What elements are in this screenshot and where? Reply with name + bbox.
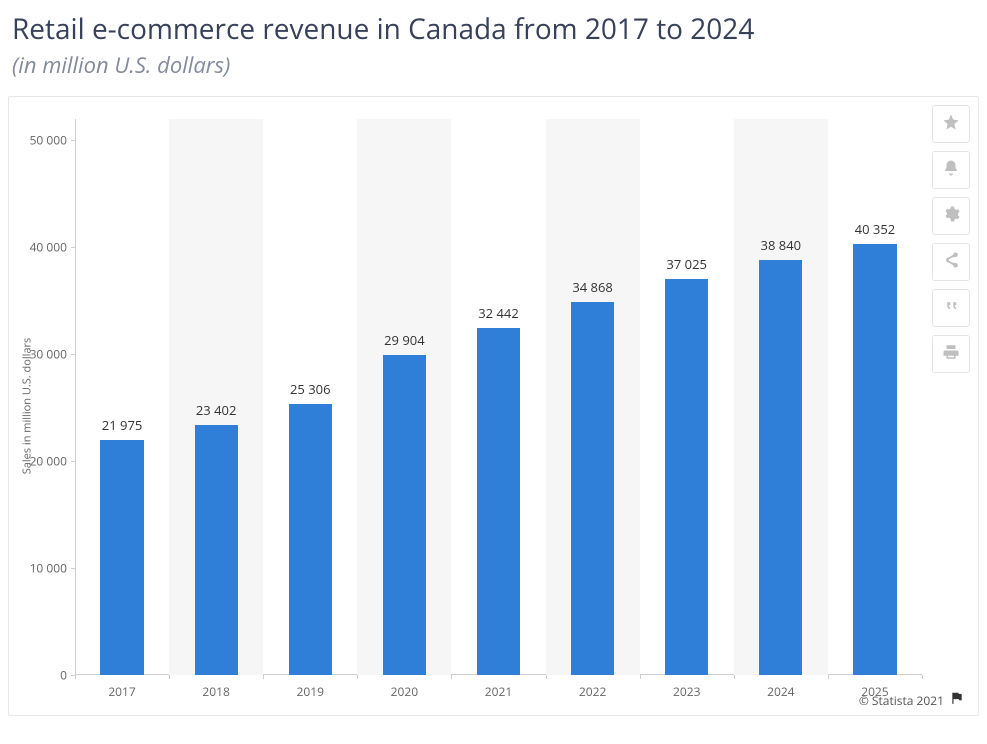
y-tick-label: 20 000 bbox=[30, 453, 67, 470]
x-tick-label: 2019 bbox=[297, 683, 324, 700]
bar[interactable]: 21 975 bbox=[100, 440, 143, 675]
y-tick-mark bbox=[71, 354, 75, 355]
chart-frame: Sales in million U.S. dollars 010 00020 … bbox=[8, 96, 979, 716]
x-tick-mark bbox=[828, 675, 829, 679]
y-tick-label: 30 000 bbox=[30, 346, 67, 363]
alert-button[interactable] bbox=[932, 151, 970, 189]
chart-title: Retail e-commerce revenue in Canada from… bbox=[12, 10, 975, 48]
x-tick-mark bbox=[263, 675, 264, 679]
bar-value-label: 29 904 bbox=[383, 331, 426, 349]
star-icon bbox=[942, 113, 960, 136]
plot-area: 010 00020 00030 00040 00050 00021 975201… bbox=[75, 119, 922, 675]
y-axis-line bbox=[75, 119, 76, 675]
x-tick-label: 2023 bbox=[673, 683, 700, 700]
bar-value-label: 38 840 bbox=[759, 236, 802, 254]
chart-header: Retail e-commerce revenue in Canada from… bbox=[0, 0, 987, 84]
x-tick-mark bbox=[734, 675, 735, 679]
y-tick-mark bbox=[71, 247, 75, 248]
x-tick-label: 2021 bbox=[485, 683, 512, 700]
y-tick-label: 0 bbox=[60, 667, 67, 684]
print-button[interactable] bbox=[932, 335, 970, 373]
favorite-button[interactable] bbox=[932, 105, 970, 143]
bar[interactable]: 40 352 bbox=[853, 244, 896, 675]
x-tick-mark bbox=[357, 675, 358, 679]
x-tick-label: 2020 bbox=[391, 683, 418, 700]
bar[interactable]: 38 840 bbox=[759, 260, 802, 675]
bar-value-label: 34 868 bbox=[571, 278, 614, 296]
share-button[interactable] bbox=[932, 243, 970, 281]
bar-value-label: 23 402 bbox=[195, 401, 238, 419]
x-tick-mark bbox=[546, 675, 547, 679]
attribution-text: © Statista 2021 bbox=[859, 692, 944, 709]
bar[interactable]: 29 904 bbox=[383, 355, 426, 675]
bar[interactable]: 32 442 bbox=[477, 328, 520, 675]
bell-icon bbox=[942, 159, 960, 182]
x-tick-mark bbox=[75, 675, 76, 679]
bar-value-label: 25 306 bbox=[289, 380, 332, 398]
x-tick-label: 2017 bbox=[108, 683, 135, 700]
settings-button[interactable] bbox=[932, 197, 970, 235]
gear-icon bbox=[942, 205, 960, 228]
bar[interactable]: 23 402 bbox=[195, 425, 238, 675]
bar-value-label: 37 025 bbox=[665, 255, 708, 273]
bar-value-label: 40 352 bbox=[853, 220, 896, 238]
flag-icon[interactable] bbox=[950, 691, 964, 709]
y-tick-mark bbox=[71, 568, 75, 569]
y-tick-label: 50 000 bbox=[30, 132, 67, 149]
bar[interactable]: 34 868 bbox=[571, 302, 614, 675]
x-tick-label: 2022 bbox=[579, 683, 606, 700]
x-tick-mark bbox=[640, 675, 641, 679]
action-button-column bbox=[932, 105, 970, 373]
bar-value-label: 32 442 bbox=[477, 304, 520, 322]
print-icon bbox=[942, 343, 960, 366]
attribution: © Statista 2021 bbox=[859, 691, 964, 709]
bar-value-label: 21 975 bbox=[100, 416, 143, 434]
x-tick-label: 2024 bbox=[767, 683, 794, 700]
x-tick-mark bbox=[169, 675, 170, 679]
x-tick-mark bbox=[922, 675, 923, 679]
bar[interactable]: 25 306 bbox=[289, 404, 332, 675]
y-tick-label: 10 000 bbox=[30, 560, 67, 577]
chart-subtitle: (in million U.S. dollars) bbox=[12, 50, 975, 80]
y-tick-label: 40 000 bbox=[30, 239, 67, 256]
quote-icon bbox=[942, 297, 960, 320]
x-tick-mark bbox=[451, 675, 452, 679]
share-icon bbox=[942, 251, 960, 274]
bar[interactable]: 37 025 bbox=[665, 279, 708, 675]
y-tick-mark bbox=[71, 140, 75, 141]
y-tick-mark bbox=[71, 461, 75, 462]
cite-button[interactable] bbox=[932, 289, 970, 327]
x-tick-label: 2018 bbox=[202, 683, 229, 700]
